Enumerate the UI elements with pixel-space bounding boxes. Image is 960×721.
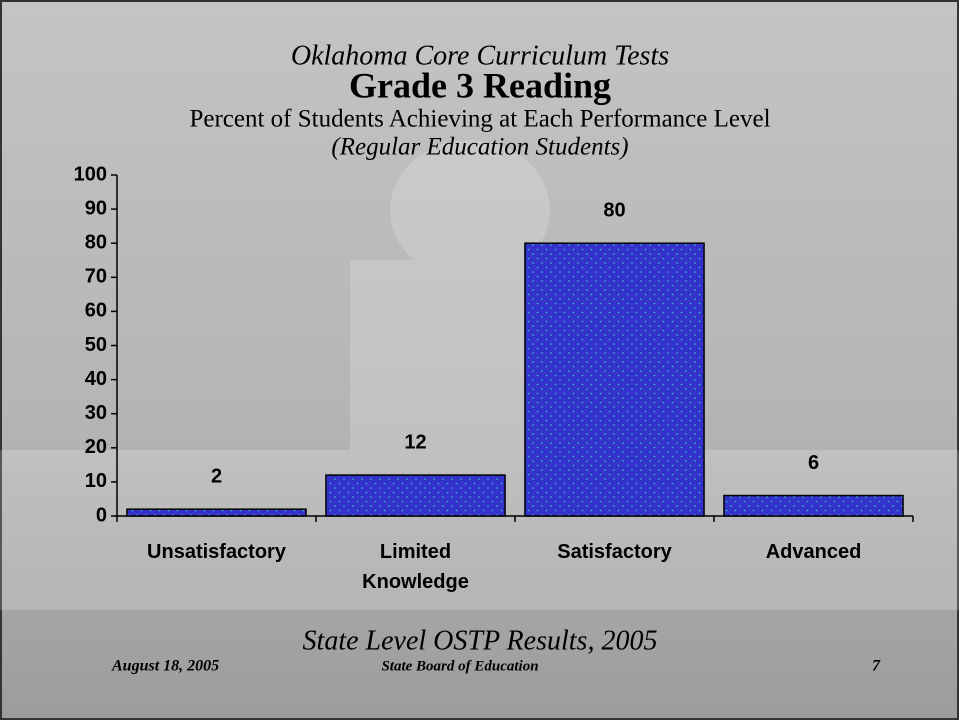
data-label: 80 — [603, 199, 625, 221]
bar — [326, 475, 505, 516]
y-tick-label: 100 — [74, 163, 107, 185]
x-tick-label: Limited Knowledge — [362, 537, 469, 597]
y-tick-label: 20 — [85, 436, 107, 458]
y-tick-label: 30 — [85, 402, 107, 424]
y-tick-label: 10 — [85, 470, 107, 492]
data-label: 6 — [808, 452, 819, 474]
footer-caption: State Level OSTP Results, 2005 — [303, 625, 658, 656]
slide: Oklahoma Core Curriculum Tests Grade 3 R… — [0, 0, 960, 721]
chart-subtitle: Grade 3 Reading — [349, 65, 611, 105]
data-label: 12 — [404, 431, 426, 453]
chart-description: Percent of Students Achieving at Each Pe… — [189, 106, 770, 133]
footer-organization: State Board of Education — [381, 658, 538, 674]
x-tick-label: Satisfactory — [557, 537, 672, 567]
y-tick-label: 0 — [96, 504, 107, 526]
footer-page: 7 — [872, 658, 881, 675]
bar — [724, 496, 903, 516]
x-tick-label: Advanced — [766, 537, 862, 567]
y-tick-label: 40 — [85, 368, 107, 390]
y-tick-label: 50 — [85, 334, 107, 356]
y-tick-label: 80 — [85, 231, 107, 253]
y-tick-label: 60 — [85, 300, 107, 322]
data-label: 2 — [211, 465, 222, 487]
chart-note: (Regular Education Students) — [331, 134, 628, 161]
chart: Oklahoma Core Curriculum Tests Grade 3 R… — [0, 0, 960, 721]
x-tick-label: Unsatisfactory — [147, 537, 286, 567]
y-tick-label: 70 — [85, 266, 107, 288]
bar — [127, 509, 306, 516]
footer-date: August 18, 2005 — [111, 658, 219, 675]
y-tick-label: 90 — [85, 197, 107, 219]
bar — [525, 243, 704, 516]
